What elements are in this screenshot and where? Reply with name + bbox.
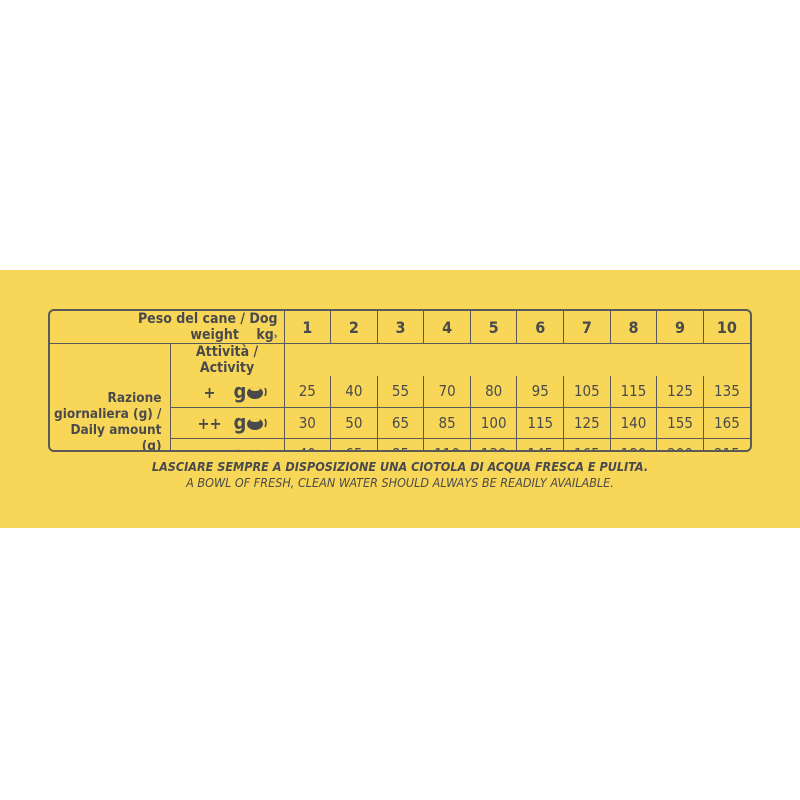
activity-header: Attività / Activity xyxy=(169,343,285,376)
activity-level: +++g xyxy=(170,437,285,451)
ration-label-line: Daily amount (g) xyxy=(70,422,162,452)
ration-cell: 65 xyxy=(376,406,425,439)
ration-cell: 165 xyxy=(563,437,611,450)
weight-cell: 1 xyxy=(283,311,332,344)
weight-cell: 5 xyxy=(469,311,518,344)
activity-level-label: +++ xyxy=(186,446,234,451)
unit-label: g xyxy=(234,442,247,451)
ration-cell: 110 xyxy=(423,437,471,450)
ration-cell: 215 xyxy=(702,437,750,450)
ration-cell: 25 xyxy=(283,376,332,408)
weight-cell: 3 xyxy=(376,311,425,344)
weight-unit: kg xyxy=(256,327,274,343)
weight-cell: 8 xyxy=(609,311,658,344)
ration-cell: 65 xyxy=(330,437,378,450)
note-italian: LASCIARE SEMPRE A DISPOSIZIONE UNA CIOTO… xyxy=(151,459,649,474)
food-bowl-icon xyxy=(246,415,268,435)
ration-cell: 115 xyxy=(516,406,565,439)
ration-cell: 165 xyxy=(702,406,750,439)
ration-cell: 145 xyxy=(516,437,565,450)
ration-cell: 80 xyxy=(469,376,518,408)
weight-cell: 9 xyxy=(656,311,704,344)
weight-cell: 2 xyxy=(330,311,378,344)
unit-label: g xyxy=(233,379,247,403)
ration-label: Razione giornaliera (g) / Daily amount (g) xyxy=(50,376,171,452)
ration-cell: 115 xyxy=(609,376,658,408)
food-bowl-icon xyxy=(246,446,268,450)
weight-cell: 4 xyxy=(423,311,471,344)
activity-level-label: + xyxy=(203,383,216,402)
activity-row: Attività / Activity xyxy=(50,343,750,376)
empty-cell xyxy=(50,343,171,376)
food-bowl-icon xyxy=(246,384,268,404)
activity-level-label: ++ xyxy=(197,414,222,434)
ration-cell: 180 xyxy=(609,437,658,450)
weight-label: Peso del cane / Dog weight xyxy=(137,311,278,343)
ration-row: ++ g 30 50 65 85 100 115 125 140 155 165 xyxy=(50,406,750,439)
ration-cell: 125 xyxy=(563,406,611,439)
weight-row: Peso del cane / Dog weight kg› 1 2 3 4 5… xyxy=(50,311,750,344)
ration-cell: 40 xyxy=(330,376,378,408)
ration-cell: 130 xyxy=(469,437,518,450)
ration-cell: 85 xyxy=(376,437,425,450)
ration-row: Razione giornaliera (g) / Daily amount (g)… xyxy=(50,376,750,450)
ration-cell: 100 xyxy=(469,406,518,439)
weight-cell: 6 xyxy=(516,311,565,344)
ration-cell: 95 xyxy=(516,376,565,408)
ration-cell: 140 xyxy=(609,406,658,439)
ration-cell: 200 xyxy=(656,437,704,450)
ration-cell: 155 xyxy=(656,406,704,439)
arrow-icon: › xyxy=(273,331,278,342)
ration-cell: 40 xyxy=(283,437,332,450)
ration-cell: 105 xyxy=(563,376,611,408)
feeding-table: Peso del cane / Dog weight kg› 1 2 3 4 5… xyxy=(48,309,752,452)
ration-cell: 85 xyxy=(423,406,471,439)
empty-cell xyxy=(283,343,750,376)
weight-cell: 7 xyxy=(563,311,611,344)
ration-cell: 125 xyxy=(656,376,704,408)
note-english: A BOWL OF FRESH, CLEAN WATER SHOULD ALWA… xyxy=(186,475,614,490)
ration-label-line: giornaliera (g) / xyxy=(54,406,162,423)
ration-cell: 50 xyxy=(330,406,378,439)
ration-cell: 135 xyxy=(702,376,750,408)
ration-cell: 55 xyxy=(376,376,425,408)
ration-label-line: Razione xyxy=(107,390,162,407)
ration-row: +++g406585110130145165180200215 xyxy=(50,437,750,451)
unit-label: g xyxy=(233,410,247,435)
weight-header: Peso del cane / Dog weight kg› xyxy=(50,311,285,344)
ration-cell: 70 xyxy=(423,376,471,408)
weight-cell: 10 xyxy=(702,311,750,344)
ration-cell: 30 xyxy=(283,406,332,439)
activity-level: + g xyxy=(169,376,285,408)
activity-level: ++ g xyxy=(170,406,285,439)
